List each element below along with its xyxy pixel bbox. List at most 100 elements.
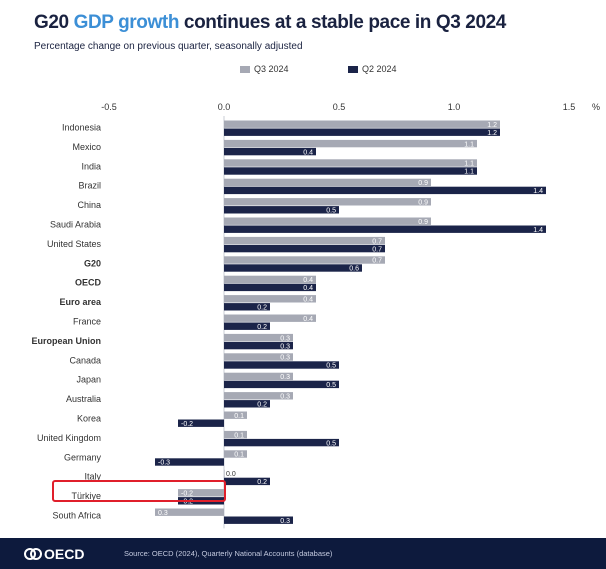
category-label: Korea <box>77 414 101 424</box>
data-label: 1.4 <box>533 188 543 195</box>
data-label: 0.5 <box>326 208 336 215</box>
x-tick-label: -0.5 <box>101 102 117 112</box>
data-label: 0.3 <box>280 374 290 381</box>
oecd-logo-text: OECD <box>44 546 85 562</box>
bar-q2-2024 <box>155 458 224 466</box>
data-label: 0.2 <box>257 324 267 331</box>
data-label: 0.4 <box>303 149 313 156</box>
category-label: Saudi Arabia <box>50 220 101 230</box>
category-label: Mexico <box>72 142 101 152</box>
legend: Q3 2024 Q2 2024 <box>0 64 606 78</box>
category-label: Türkiye <box>71 491 101 501</box>
legend-item-q3: Q3 2024 <box>240 64 289 74</box>
data-label: 0.3 <box>280 518 290 525</box>
data-label: -0.2 <box>181 421 193 428</box>
x-tick-label: 1.0 <box>448 102 461 112</box>
bar-q3-2024 <box>224 198 431 206</box>
legend-label-q3: Q3 2024 <box>254 64 289 74</box>
category-label: European Union <box>32 336 102 346</box>
bar-q2-2024 <box>224 341 293 350</box>
bar-q2-2024 <box>224 400 270 408</box>
data-label: 0.1 <box>234 413 244 420</box>
bar-q2-2024 <box>224 264 362 272</box>
oecd-logo: OECD <box>24 546 84 562</box>
data-label: 0.3 <box>280 394 290 401</box>
category-label: Indonesia <box>62 123 101 133</box>
data-label: 1.4 <box>533 227 543 234</box>
bar-chart: -0.5 0.0 0.5 1.0 1.5 % Indonesia 1.21.2 Mexico 1.… <box>32 102 600 529</box>
bar-q3-2024 <box>224 411 247 419</box>
bar-q2-2024 <box>224 361 339 369</box>
category-label: Euro area <box>59 297 102 307</box>
x-tick-label: 0.5 <box>333 102 346 112</box>
bar-q3-2024 <box>155 508 224 516</box>
data-label: 1.2 <box>487 130 497 137</box>
bar-q3-2024 <box>224 353 293 361</box>
bar-q2-2024 <box>224 186 546 195</box>
data-label: 0.2 <box>257 402 267 409</box>
data-label: 0.0 <box>226 471 236 478</box>
data-label: 0.3 <box>280 355 290 362</box>
bar-q2-2024 <box>224 244 385 253</box>
category-label: France <box>73 317 101 327</box>
data-label: 1.1 <box>464 169 474 176</box>
data-label: 0.2 <box>257 479 267 486</box>
bar-q3-2024 <box>224 430 247 439</box>
bar-q3-2024 <box>224 256 385 264</box>
data-label: 0.1 <box>234 452 244 459</box>
category-label: United Kingdom <box>37 433 101 443</box>
bar-q3-2024 <box>224 236 385 245</box>
bar-q2-2024 <box>178 419 224 427</box>
title-highlight: GDP growth <box>73 12 180 33</box>
x-tick-label: 1.5 <box>563 102 576 112</box>
data-label: 0.3 <box>158 510 168 517</box>
x-axis-unit: % <box>592 102 600 112</box>
bar-q2-2024 <box>224 477 270 486</box>
legend-item-q2: Q2 2024 <box>348 64 397 74</box>
bar-q3-2024 <box>224 139 477 148</box>
data-label: 0.7 <box>372 258 382 265</box>
bar-q3-2024 <box>224 159 477 167</box>
bar-q2-2024 <box>224 303 270 311</box>
data-label: 0.4 <box>303 297 313 304</box>
category-label: Australia <box>66 394 101 404</box>
category-label: OECD <box>75 278 102 288</box>
bar-q3-2024 <box>224 450 247 458</box>
bar-q2-2024 <box>224 322 270 330</box>
data-label: 1.1 <box>464 141 474 148</box>
title-part-3: continues at a stable pace in Q3 2024 <box>179 12 506 33</box>
category-label: China <box>77 200 101 210</box>
chart-title: G20 GDP growth continues at a stable pac… <box>34 12 506 34</box>
legend-swatch-q3 <box>240 66 250 74</box>
bar-q2-2024 <box>224 167 477 175</box>
legend-swatch-q2 <box>348 66 358 74</box>
category-label: Canada <box>69 355 101 365</box>
bar-q2-2024 <box>224 438 339 447</box>
data-label: 0.9 <box>418 180 428 187</box>
bar-q3-2024 <box>224 275 316 284</box>
bar-q3-2024 <box>224 372 293 381</box>
source-note: Source: OECD (2024), Quarterly National … <box>124 549 333 558</box>
category-label: South Africa <box>52 511 101 521</box>
category-label: United States <box>47 239 102 249</box>
data-label: 0.7 <box>372 246 382 253</box>
title-part-1: G20 <box>34 12 74 33</box>
data-label: -0.2 <box>181 491 193 498</box>
bar-q3-2024 <box>224 314 316 322</box>
bar-q3-2024 <box>224 295 316 303</box>
data-label: 0.4 <box>303 277 313 284</box>
category-label: India <box>81 161 101 171</box>
data-label: 0.3 <box>280 335 290 342</box>
data-label: 0.6 <box>349 266 359 273</box>
data-label: 0.1 <box>234 432 244 439</box>
data-label: -0.2 <box>181 499 193 506</box>
chart-subtitle: Percentage change on previous quarter, s… <box>34 41 303 52</box>
turkiye-highlight-box <box>52 480 226 502</box>
bar-q3-2024 <box>224 120 500 128</box>
bar-q2-2024 <box>224 380 339 389</box>
bar-q2-2024 <box>224 206 339 214</box>
data-label: 0.7 <box>372 238 382 245</box>
bar-q2-2024 <box>224 128 500 136</box>
bar-q3-2024 <box>224 333 293 342</box>
x-tick-label: 0.0 <box>218 102 231 112</box>
